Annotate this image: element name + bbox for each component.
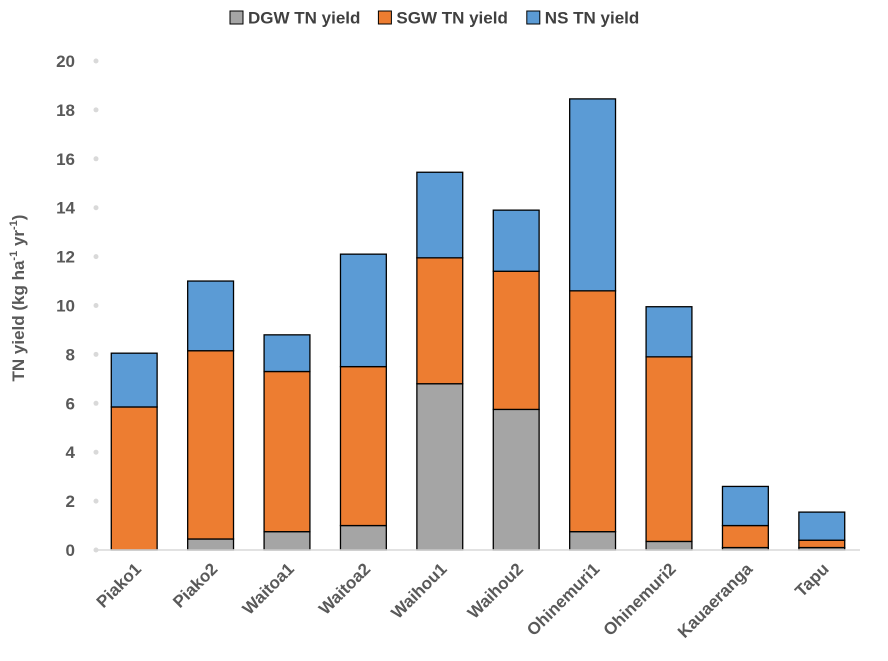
y-tick-mark <box>93 449 99 455</box>
bar-segment-ns <box>569 98 617 292</box>
bar-segment-sgw <box>798 539 846 549</box>
bar-segment-dgw <box>263 531 311 551</box>
bar-stack-kauaeranga <box>721 485 769 551</box>
bar-segment-dgw <box>416 383 464 551</box>
bar-stack-waitoa2 <box>339 253 387 551</box>
y-axis-title-main: TN yield (kg ha <box>9 260 28 381</box>
bar-stack-waitoa1 <box>263 334 311 551</box>
legend-swatch <box>526 10 541 25</box>
legend-label: NS TN yield <box>545 9 639 28</box>
bar-segment-sgw <box>187 350 235 540</box>
y-tick-label: 16 <box>56 150 75 169</box>
bar-segment-ns <box>645 306 693 358</box>
bar-segment-sgw <box>721 524 769 549</box>
legend-item: NS TN yield <box>526 9 639 28</box>
y-tick-label: 20 <box>56 52 75 71</box>
y-tick-label: 8 <box>66 345 75 364</box>
y-axis-title-sup2: -1 <box>8 220 20 230</box>
bar-segment-dgw <box>645 540 693 551</box>
bar-segment-sgw <box>339 365 387 527</box>
y-tick-mark <box>93 498 99 504</box>
y-tick-mark <box>93 205 99 211</box>
y-tick-mark <box>93 254 99 260</box>
bar-segment-sgw <box>263 370 311 533</box>
y-tick-label: 2 <box>66 492 75 511</box>
y-tick-mark <box>93 107 99 113</box>
y-axis: 0 2 4 6 8 10 12 14 16 18 20 <box>56 52 99 560</box>
bars <box>110 98 846 551</box>
bar-stack-piako1 <box>110 352 158 551</box>
bar-segment-ns <box>263 334 311 373</box>
bar-stack-tapu <box>798 511 846 551</box>
legend-swatch <box>377 10 392 25</box>
x-tick-label: Ohinemuri1 <box>523 559 603 639</box>
x-tick-label: Ohinemuri2 <box>600 559 680 639</box>
bar-segment-sgw <box>569 290 617 533</box>
y-tick-mark <box>93 351 99 357</box>
y-tick-label: 10 <box>56 297 75 316</box>
bar-stack-piako2 <box>187 280 235 551</box>
bar-stack-waihou1 <box>416 171 464 551</box>
y-axis-title-end: ) <box>9 215 28 221</box>
y-tick-mark <box>93 58 99 64</box>
legend: DGW TN yield SGW TN yield NS TN yield <box>229 9 639 28</box>
y-tick-mark <box>93 156 99 162</box>
y-tick-mark <box>93 400 99 406</box>
bar-segment-ns <box>416 171 464 259</box>
bar-segment-sgw <box>416 257 464 385</box>
x-tick-label: Piako1 <box>93 559 145 611</box>
bar-segment-dgw <box>492 408 540 551</box>
x-tick-label: Waitoa1 <box>239 559 298 618</box>
y-axis-title-mid: yr <box>9 230 28 251</box>
x-tick-label: Waihou1 <box>388 559 451 622</box>
legend-label: SGW TN yield <box>396 9 507 28</box>
legend-item: DGW TN yield <box>229 9 360 28</box>
bar-segment-ns <box>798 511 846 541</box>
bar-segment-ns <box>339 253 387 368</box>
y-tick-label: 12 <box>56 248 75 267</box>
bar-stack-ohinemuri2 <box>645 306 693 551</box>
bar-segment-dgw <box>187 538 235 551</box>
x-tick-label: Waihou2 <box>464 559 527 622</box>
x-tick-label: Waitoa2 <box>315 559 374 618</box>
bar-segment-ns <box>187 280 235 352</box>
bar-stack-waihou2 <box>492 209 540 551</box>
bar-segment-sgw <box>110 406 158 551</box>
bar-segment-sgw <box>645 356 693 543</box>
y-tick-label: 14 <box>56 199 75 218</box>
bar-segment-dgw <box>339 524 387 551</box>
bar-segment-ns <box>110 352 158 408</box>
y-tick-label: 18 <box>56 101 75 120</box>
x-tick-label: Piako2 <box>169 559 221 611</box>
y-tick-label: 0 <box>66 541 75 560</box>
bar-stack-ohinemuri1 <box>569 98 617 551</box>
bar-segment-sgw <box>492 270 540 411</box>
y-tick-label: 4 <box>66 443 76 462</box>
x-tick-label: Kauaeranga <box>674 559 757 642</box>
y-tick-mark <box>93 303 99 308</box>
x-axis: Piako1 Piako2 Waitoa1 Waitoa2 Waihou1 Waihou2… <box>93 549 860 642</box>
y-tick-label: 6 <box>66 394 75 413</box>
legend-item: SGW TN yield <box>377 9 508 28</box>
legend-swatch <box>229 10 244 25</box>
bar-segment-dgw <box>569 531 617 551</box>
bar-segment-ns <box>721 485 769 527</box>
legend-label: DGW TN yield <box>248 9 360 28</box>
y-axis-title: TN yield (kg ha-1 yr-1) <box>8 215 28 382</box>
bar-segment-ns <box>492 209 540 272</box>
x-tick-label: Tapu <box>791 559 832 600</box>
y-axis-title-sup1: -1 <box>8 251 20 261</box>
